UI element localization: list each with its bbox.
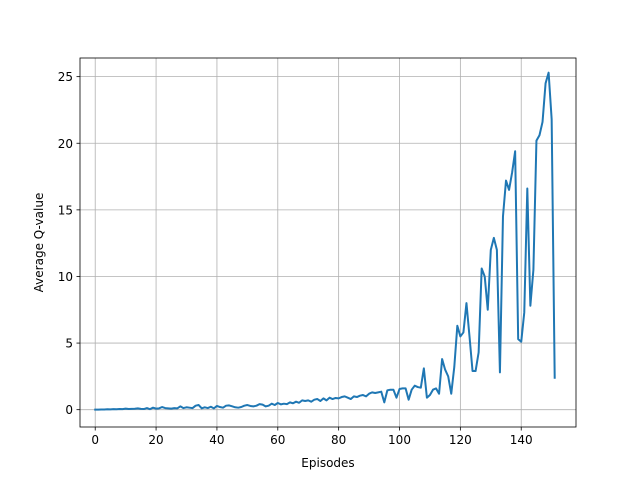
y-axis-label: Average Q-value [32, 193, 46, 293]
ticks: 0 20 40 60 80 100 120 140 0 5 10 15 20 25 [58, 70, 533, 447]
x-tick-label: 60 [270, 433, 285, 447]
y-tick-label: 25 [58, 70, 73, 84]
x-tick-label: 40 [209, 433, 224, 447]
x-tick-label: 140 [510, 433, 533, 447]
axes-frame [79, 57, 577, 428]
x-tick-label: 80 [331, 433, 346, 447]
y-tick-label: 15 [58, 203, 73, 217]
y-tick-label: 10 [58, 270, 73, 284]
x-axis-label: Episodes [301, 456, 354, 470]
y-tick-label: 5 [65, 337, 73, 351]
x-tick-label: 20 [148, 433, 163, 447]
y-tick-label: 20 [58, 137, 73, 151]
x-tick-label: 120 [449, 433, 472, 447]
x-tick-label: 0 [91, 433, 99, 447]
series-line [94, 71, 556, 411]
x-tick-label: 100 [388, 433, 411, 447]
series-layer [94, 71, 556, 411]
y-tick-label: 0 [65, 403, 73, 417]
gridlines [80, 58, 576, 427]
